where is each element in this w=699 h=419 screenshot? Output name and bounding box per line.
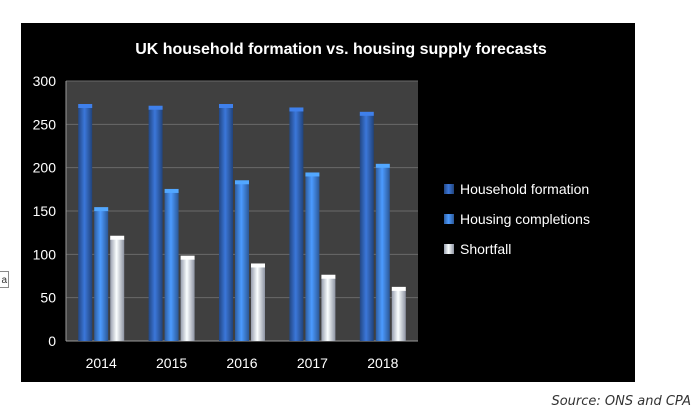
y-tick-label: 100	[33, 246, 57, 262]
source-note: Source: ONS and CPA	[551, 394, 691, 409]
bar-top	[235, 180, 249, 185]
bar-housing-completions-2017	[305, 175, 320, 341]
bar-household-formation-2017	[289, 110, 304, 341]
bar-top	[164, 188, 179, 193]
bar-household-formation-2015	[148, 108, 163, 341]
bar-household-formation-2014	[78, 107, 93, 341]
bar-top	[94, 207, 109, 212]
chart-frame: UK household formation vs. housing suppl…	[21, 23, 635, 382]
x-tick-label: 2014	[86, 355, 117, 371]
bar-shortfall-2015	[180, 258, 195, 341]
y-tick-label: 200	[33, 160, 57, 176]
x-tick-label: 2018	[367, 355, 398, 371]
x-tick-label: 2016	[226, 355, 257, 371]
bar-top	[321, 274, 336, 279]
bar-top	[219, 104, 233, 108]
x-axis-ticks: 2014 2015 2016 2017 2018	[86, 355, 399, 371]
bar-top	[148, 105, 163, 110]
bar-household-formation-2016	[219, 107, 233, 341]
legend-label: Housing completions	[460, 211, 590, 227]
bar-shortfall-2017	[321, 277, 336, 341]
bar-housing-completions-2015	[164, 191, 179, 341]
bar-top	[391, 286, 406, 291]
x-tick-label: 2017	[297, 355, 328, 371]
bar-housing-completions-2014	[94, 210, 109, 341]
bar-top	[305, 172, 320, 177]
y-tick-label: 150	[33, 203, 57, 219]
bar-shortfall-2018	[391, 289, 406, 341]
y-tick-label: 250	[33, 116, 57, 132]
side-tab: a	[0, 271, 9, 288]
bar-top	[359, 111, 374, 116]
bar-top	[78, 104, 93, 108]
bar-top	[375, 163, 390, 168]
bar-housing-completions-2016	[235, 183, 249, 341]
x-tick-label: 2015	[156, 355, 187, 371]
bar-top	[289, 107, 304, 112]
legend-label: Household formation	[460, 181, 589, 197]
bar-shortfall-2014	[110, 238, 125, 341]
legend-swatch	[444, 244, 454, 254]
legend-swatch	[444, 214, 454, 224]
legend-label: Shortfall	[460, 241, 511, 257]
y-tick-label: 50	[40, 290, 56, 306]
bar-housing-completions-2018	[375, 166, 390, 341]
y-tick-label: 0	[48, 333, 56, 349]
legend: Household formation Housing completions Sh…	[444, 181, 590, 257]
chart-title: UK household formation vs. housing suppl…	[135, 41, 547, 58]
bars	[78, 104, 406, 341]
y-tick-label: 300	[33, 73, 57, 89]
bar-household-formation-2018	[359, 114, 374, 341]
bar-top	[110, 235, 125, 240]
bar-top	[180, 255, 195, 260]
bar-shortfall-2016	[251, 266, 265, 341]
y-axis-ticks: 0 50 100 150 200 250 300	[33, 73, 57, 349]
bar-top	[251, 263, 265, 268]
legend-swatch	[444, 184, 454, 194]
chart-svg: UK household formation vs. housing suppl…	[33, 41, 590, 371]
